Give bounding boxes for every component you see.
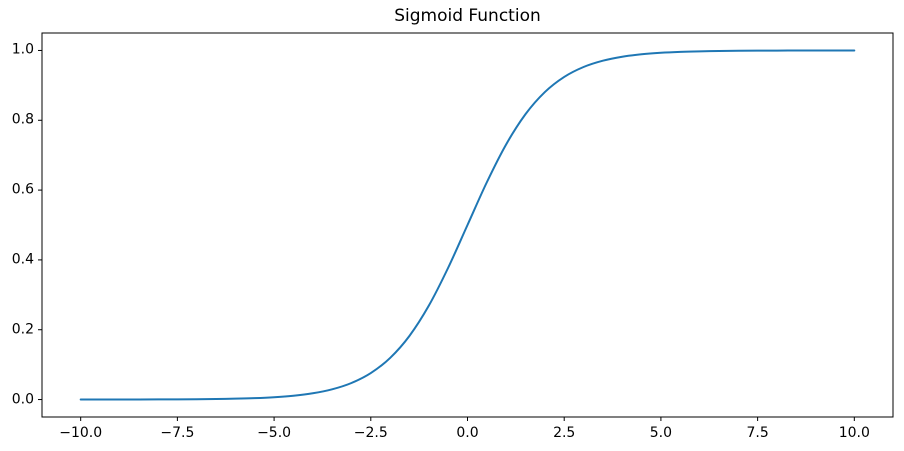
y-tick-label: 0.6 <box>11 181 34 198</box>
x-tick-label: 10.0 <box>838 425 870 441</box>
y-tick-label: 1.0 <box>11 41 34 58</box>
x-tick-label: 2.5 <box>553 425 576 441</box>
y-tick-label: 0.4 <box>11 251 34 268</box>
y-tick-label: 0.2 <box>11 321 34 338</box>
x-tick-label: −10.0 <box>59 425 103 441</box>
sigmoid-line <box>79 49 856 401</box>
x-tick-label: 7.5 <box>746 425 769 441</box>
x-tick-label: 5.0 <box>649 425 673 441</box>
x-tick-label: 0.0 <box>456 425 479 441</box>
x-tick-label: −7.5 <box>160 425 195 441</box>
y-tick-label: 0.0 <box>11 391 34 408</box>
chart-title: Sigmoid Function <box>394 6 541 26</box>
x-tick-label: −5.0 <box>257 425 292 441</box>
x-tick-label: −2.5 <box>353 425 388 441</box>
y-tick-label: 0.8 <box>11 111 34 128</box>
